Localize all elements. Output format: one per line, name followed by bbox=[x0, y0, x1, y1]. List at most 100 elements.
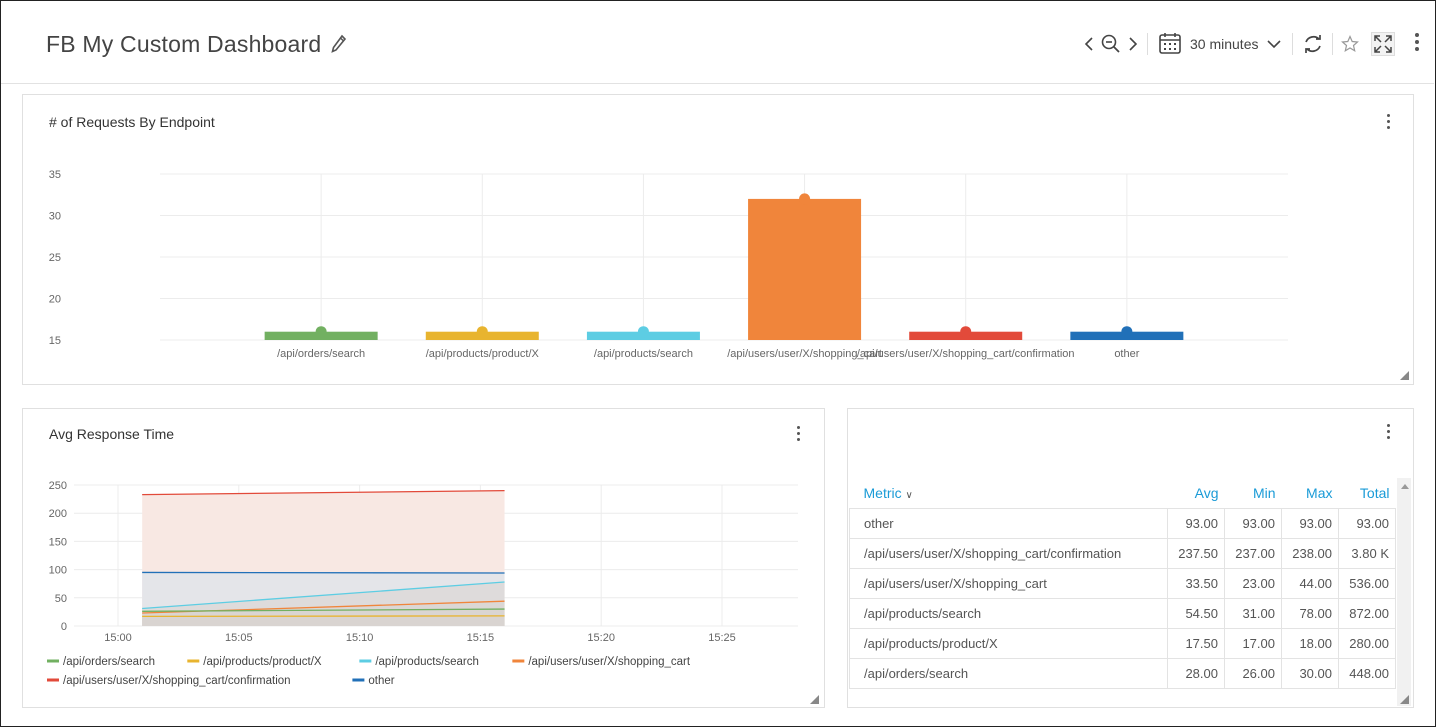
series-line bbox=[142, 571, 505, 574]
min-cell: 23.00 bbox=[1224, 568, 1282, 599]
min-cell: 93.00 bbox=[1224, 508, 1282, 539]
toolbar-separator bbox=[1292, 33, 1293, 55]
metric-cell: /api/products/product/X bbox=[849, 628, 1168, 659]
legend-label: /api/users/user/X/shopping_cart/confirma… bbox=[63, 675, 291, 687]
avg-cell: 28.00 bbox=[1167, 658, 1225, 689]
total-cell: 536.00 bbox=[1338, 568, 1396, 599]
x-tick-label: 15:10 bbox=[346, 632, 374, 644]
metric-cell: /api/products/search bbox=[849, 598, 1168, 629]
calendar-icon[interactable] bbox=[1158, 31, 1182, 55]
series-line bbox=[142, 615, 505, 618]
legend-label: other bbox=[368, 675, 394, 687]
table-row: /api/users/user/X/shopping_cart/confirma… bbox=[849, 538, 1396, 569]
sort-chevron-icon[interactable]: ∨ bbox=[905, 490, 913, 501]
total-cell: 448.00 bbox=[1338, 658, 1396, 689]
scroll-up-icon[interactable] bbox=[1401, 484, 1409, 489]
y-tick-label: 15 bbox=[49, 335, 61, 347]
time-range-select[interactable]: 30 minutes bbox=[1190, 36, 1259, 52]
refresh-icon[interactable] bbox=[1302, 33, 1324, 55]
column-header-min[interactable]: Min bbox=[1252, 485, 1276, 501]
total-cell: 93.00 bbox=[1338, 508, 1396, 539]
resize-handle-icon[interactable] bbox=[1400, 695, 1409, 704]
column-header-total[interactable]: Total bbox=[1359, 485, 1390, 501]
series-line bbox=[142, 608, 505, 612]
min-cell: 26.00 bbox=[1224, 658, 1282, 689]
series-line bbox=[142, 489, 505, 496]
y-tick-label: 50 bbox=[55, 593, 67, 605]
requests-panel-menu-icon[interactable] bbox=[1387, 114, 1391, 132]
y-tick-label: 25 bbox=[49, 252, 61, 264]
table-row: other 93.00 93.00 93.00 93.00 bbox=[849, 508, 1396, 539]
response-panel-title: Avg Response Time bbox=[49, 426, 175, 442]
max-cell: 238.00 bbox=[1281, 538, 1339, 569]
more-options-icon[interactable] bbox=[1415, 33, 1419, 54]
series-line bbox=[142, 581, 505, 610]
dashboard-title: FB My Custom Dashboard bbox=[46, 31, 322, 57]
toolbar-separator bbox=[1147, 33, 1148, 55]
requests-panel-title: # of Requests By Endpoint bbox=[49, 114, 215, 130]
toolbar-separator bbox=[1332, 33, 1333, 55]
max-cell: 44.00 bbox=[1281, 568, 1339, 599]
bar-marker bbox=[476, 326, 488, 338]
avg-cell: 237.50 bbox=[1167, 538, 1225, 569]
legend-label: /api/products/search bbox=[375, 656, 479, 668]
y-tick-label: 200 bbox=[49, 508, 67, 520]
legend-label: /api/products/product/X bbox=[203, 656, 322, 668]
chevron-right-icon[interactable] bbox=[1128, 37, 1138, 51]
column-header-max[interactable]: Max bbox=[1306, 485, 1333, 501]
bar-marker bbox=[799, 193, 811, 205]
max-cell: 30.00 bbox=[1281, 658, 1339, 689]
x-tick-label: /api/products/product/X bbox=[426, 348, 540, 360]
edit-pencil-icon[interactable] bbox=[331, 34, 347, 54]
x-tick-label: other bbox=[1114, 348, 1139, 360]
y-tick-label: 20 bbox=[49, 294, 61, 306]
chevron-left-icon[interactable] bbox=[1084, 37, 1094, 51]
legend-label: /api/users/user/X/shopping_cart bbox=[528, 656, 691, 668]
fullscreen-icon[interactable] bbox=[1371, 32, 1395, 56]
total-cell: 872.00 bbox=[1338, 598, 1396, 629]
x-tick-label: 15:05 bbox=[225, 632, 253, 644]
y-tick-label: 100 bbox=[49, 565, 67, 577]
metric-cell: other bbox=[849, 508, 1168, 539]
response-panel-menu-icon[interactable] bbox=[797, 426, 801, 444]
series-area bbox=[142, 615, 505, 626]
resize-handle-icon[interactable] bbox=[810, 695, 819, 704]
column-header-metric[interactable]: Metric ∨ bbox=[863, 485, 913, 501]
favorite-star-icon[interactable] bbox=[1341, 35, 1359, 53]
table-row: /api/orders/search 28.00 26.00 30.00 448.00 bbox=[849, 658, 1396, 689]
min-cell: 237.00 bbox=[1224, 538, 1282, 569]
bar bbox=[748, 198, 862, 340]
bar-marker bbox=[637, 326, 649, 338]
total-cell: 3.80 K bbox=[1338, 538, 1396, 569]
dashboard-header: FB My Custom Dashboard 30 minutes bbox=[1, 1, 1434, 84]
x-tick-label: /api/products/search bbox=[594, 348, 693, 360]
avg-cell: 17.50 bbox=[1167, 628, 1225, 659]
table-row: /api/products/search 54.50 31.00 78.00 872.0… bbox=[849, 598, 1396, 629]
table-scrollbar[interactable] bbox=[1397, 478, 1411, 706]
x-tick-label: 15:25 bbox=[708, 632, 736, 644]
metric-cell: /api/users/user/X/shopping_cart/confirma… bbox=[849, 538, 1168, 569]
chevron-down-icon[interactable] bbox=[1267, 39, 1281, 49]
bar-marker bbox=[960, 326, 972, 338]
min-cell: 31.00 bbox=[1224, 598, 1282, 629]
table-panel-menu-icon[interactable] bbox=[1387, 424, 1391, 442]
y-tick-label: 0 bbox=[61, 621, 67, 633]
resize-handle-icon[interactable] bbox=[1400, 371, 1409, 380]
x-tick-label: /api/orders/search bbox=[277, 348, 365, 360]
bar-marker bbox=[1121, 326, 1133, 338]
x-tick-label: /api/users/user/X/shopping_cart bbox=[727, 348, 882, 360]
x-tick-label: 15:15 bbox=[467, 632, 495, 644]
bar-marker bbox=[315, 326, 327, 338]
zoom-out-icon[interactable] bbox=[1101, 34, 1121, 54]
metric-cell: /api/users/user/X/shopping_cart bbox=[849, 568, 1168, 599]
metrics-table: Metric ∨ Avg Min Max Total other 93.00 93.… bbox=[849, 478, 1396, 689]
metric-cell: /api/orders/search bbox=[849, 658, 1168, 689]
y-tick-label: 150 bbox=[49, 536, 67, 548]
legend-label: /api/orders/search bbox=[63, 656, 155, 668]
column-header-avg[interactable]: Avg bbox=[1194, 485, 1219, 501]
table-row: /api/users/user/X/shopping_cart 33.50 23.0… bbox=[849, 568, 1396, 599]
y-tick-label: 250 bbox=[49, 480, 67, 492]
avg-cell: 33.50 bbox=[1167, 568, 1225, 599]
